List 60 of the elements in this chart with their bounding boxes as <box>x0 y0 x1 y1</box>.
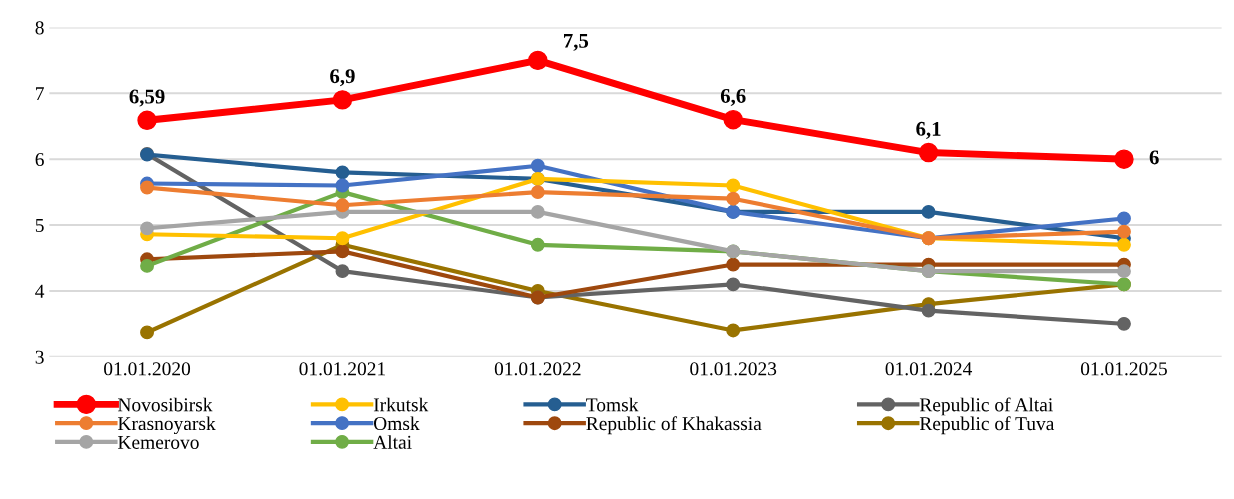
point <box>140 325 154 340</box>
legend-label: Irkutsk <box>373 397 429 412</box>
point <box>1117 211 1131 226</box>
y-tick-label: 6 <box>35 153 44 167</box>
legend-label: Republic of Khakassia <box>586 416 762 435</box>
x-tick-label: 01.01.2022 <box>494 362 581 376</box>
y-tick-label: 7 <box>36 87 44 101</box>
point <box>1117 316 1131 331</box>
point <box>335 198 350 213</box>
point <box>528 50 548 71</box>
point <box>335 178 350 193</box>
point <box>1117 237 1131 252</box>
point <box>137 110 157 131</box>
point <box>530 204 545 219</box>
y-tick-label: 3 <box>35 350 44 364</box>
legend-label: Novosibirsk <box>117 397 213 412</box>
x-tick-label: 01.01.2024 <box>885 362 973 376</box>
y-tick-label: 4 <box>35 284 45 298</box>
point <box>140 180 154 195</box>
point <box>530 185 545 200</box>
point <box>921 303 936 318</box>
y-tick-label: 8 <box>35 21 44 35</box>
data-label: 6,1 <box>916 121 941 139</box>
legend-label: Republic of Tuva <box>919 416 1055 435</box>
point <box>530 158 545 173</box>
point <box>140 258 154 273</box>
point <box>1117 264 1131 279</box>
point <box>726 277 741 292</box>
point <box>918 142 939 163</box>
legend-label: Krasnoyarsk <box>117 416 216 435</box>
data-label: 6,6 <box>720 88 746 106</box>
point <box>723 109 743 130</box>
point <box>140 221 154 236</box>
point <box>1114 149 1134 169</box>
point <box>335 264 350 279</box>
x-tick-label: 01.01.2025 <box>1080 362 1167 376</box>
point <box>1117 224 1131 239</box>
legend-label: Kemerovo <box>117 435 199 449</box>
point <box>726 191 741 206</box>
point <box>726 257 741 272</box>
point <box>332 90 353 110</box>
legend-label: Omsk <box>373 416 420 431</box>
point <box>921 204 936 219</box>
point <box>726 323 741 338</box>
point <box>335 165 350 180</box>
data-label: 6 <box>1149 150 1159 165</box>
legend-label: Tomsk <box>586 397 639 412</box>
x-tick-label: 01.01.2021 <box>299 362 386 376</box>
x-tick-label: 01.01.2020 <box>104 362 191 376</box>
x-tick-label: 01.01.2023 <box>690 362 777 376</box>
point <box>335 231 350 246</box>
point <box>335 244 350 259</box>
data-label: 7,5 <box>564 33 589 51</box>
legend-label: Altai <box>373 435 412 449</box>
point <box>530 237 545 252</box>
point <box>726 178 741 193</box>
legend-label: Republic of Altai <box>919 397 1053 416</box>
y-tick-label: 5 <box>35 219 44 232</box>
data-label: 6,9 <box>330 69 355 87</box>
data-label: 6,59 <box>129 89 165 107</box>
